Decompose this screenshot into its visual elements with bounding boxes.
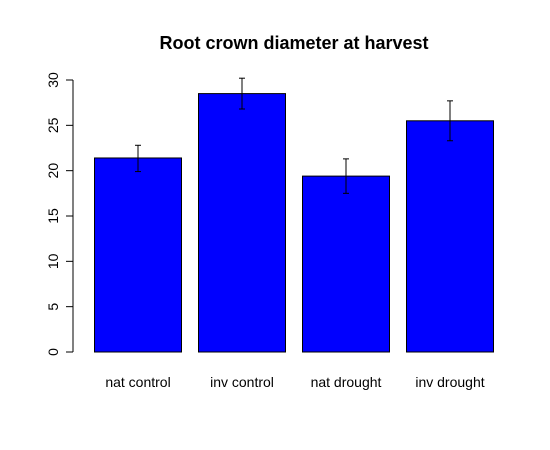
x-axis-labels: nat control inv control nat drought inv dro…: [105, 374, 484, 390]
category-label: inv control: [210, 374, 274, 390]
category-label: nat control: [105, 374, 170, 390]
bar-inv-control: [198, 93, 286, 353]
bars: [94, 93, 494, 353]
bar-nat-control: [94, 157, 182, 353]
y-tick-label: 10: [45, 253, 61, 269]
y-axis: 0 5 10 15 20 25 30: [45, 72, 74, 356]
error-bars: [135, 77, 453, 194]
category-label: nat drought: [311, 374, 382, 390]
bar-inv-drought: [406, 120, 494, 353]
y-tick-label: 30: [45, 72, 61, 88]
y-tick-label: 25: [45, 117, 61, 133]
bar-nat-drought: [302, 175, 390, 353]
y-tick-label: 20: [45, 163, 61, 179]
y-tick-label: 15: [45, 208, 61, 224]
y-tick-label: 5: [45, 303, 61, 311]
y-tick-label: 0: [45, 348, 61, 356]
category-label: inv drought: [415, 374, 484, 390]
chart-title: Root crown diameter at harvest: [159, 33, 428, 53]
